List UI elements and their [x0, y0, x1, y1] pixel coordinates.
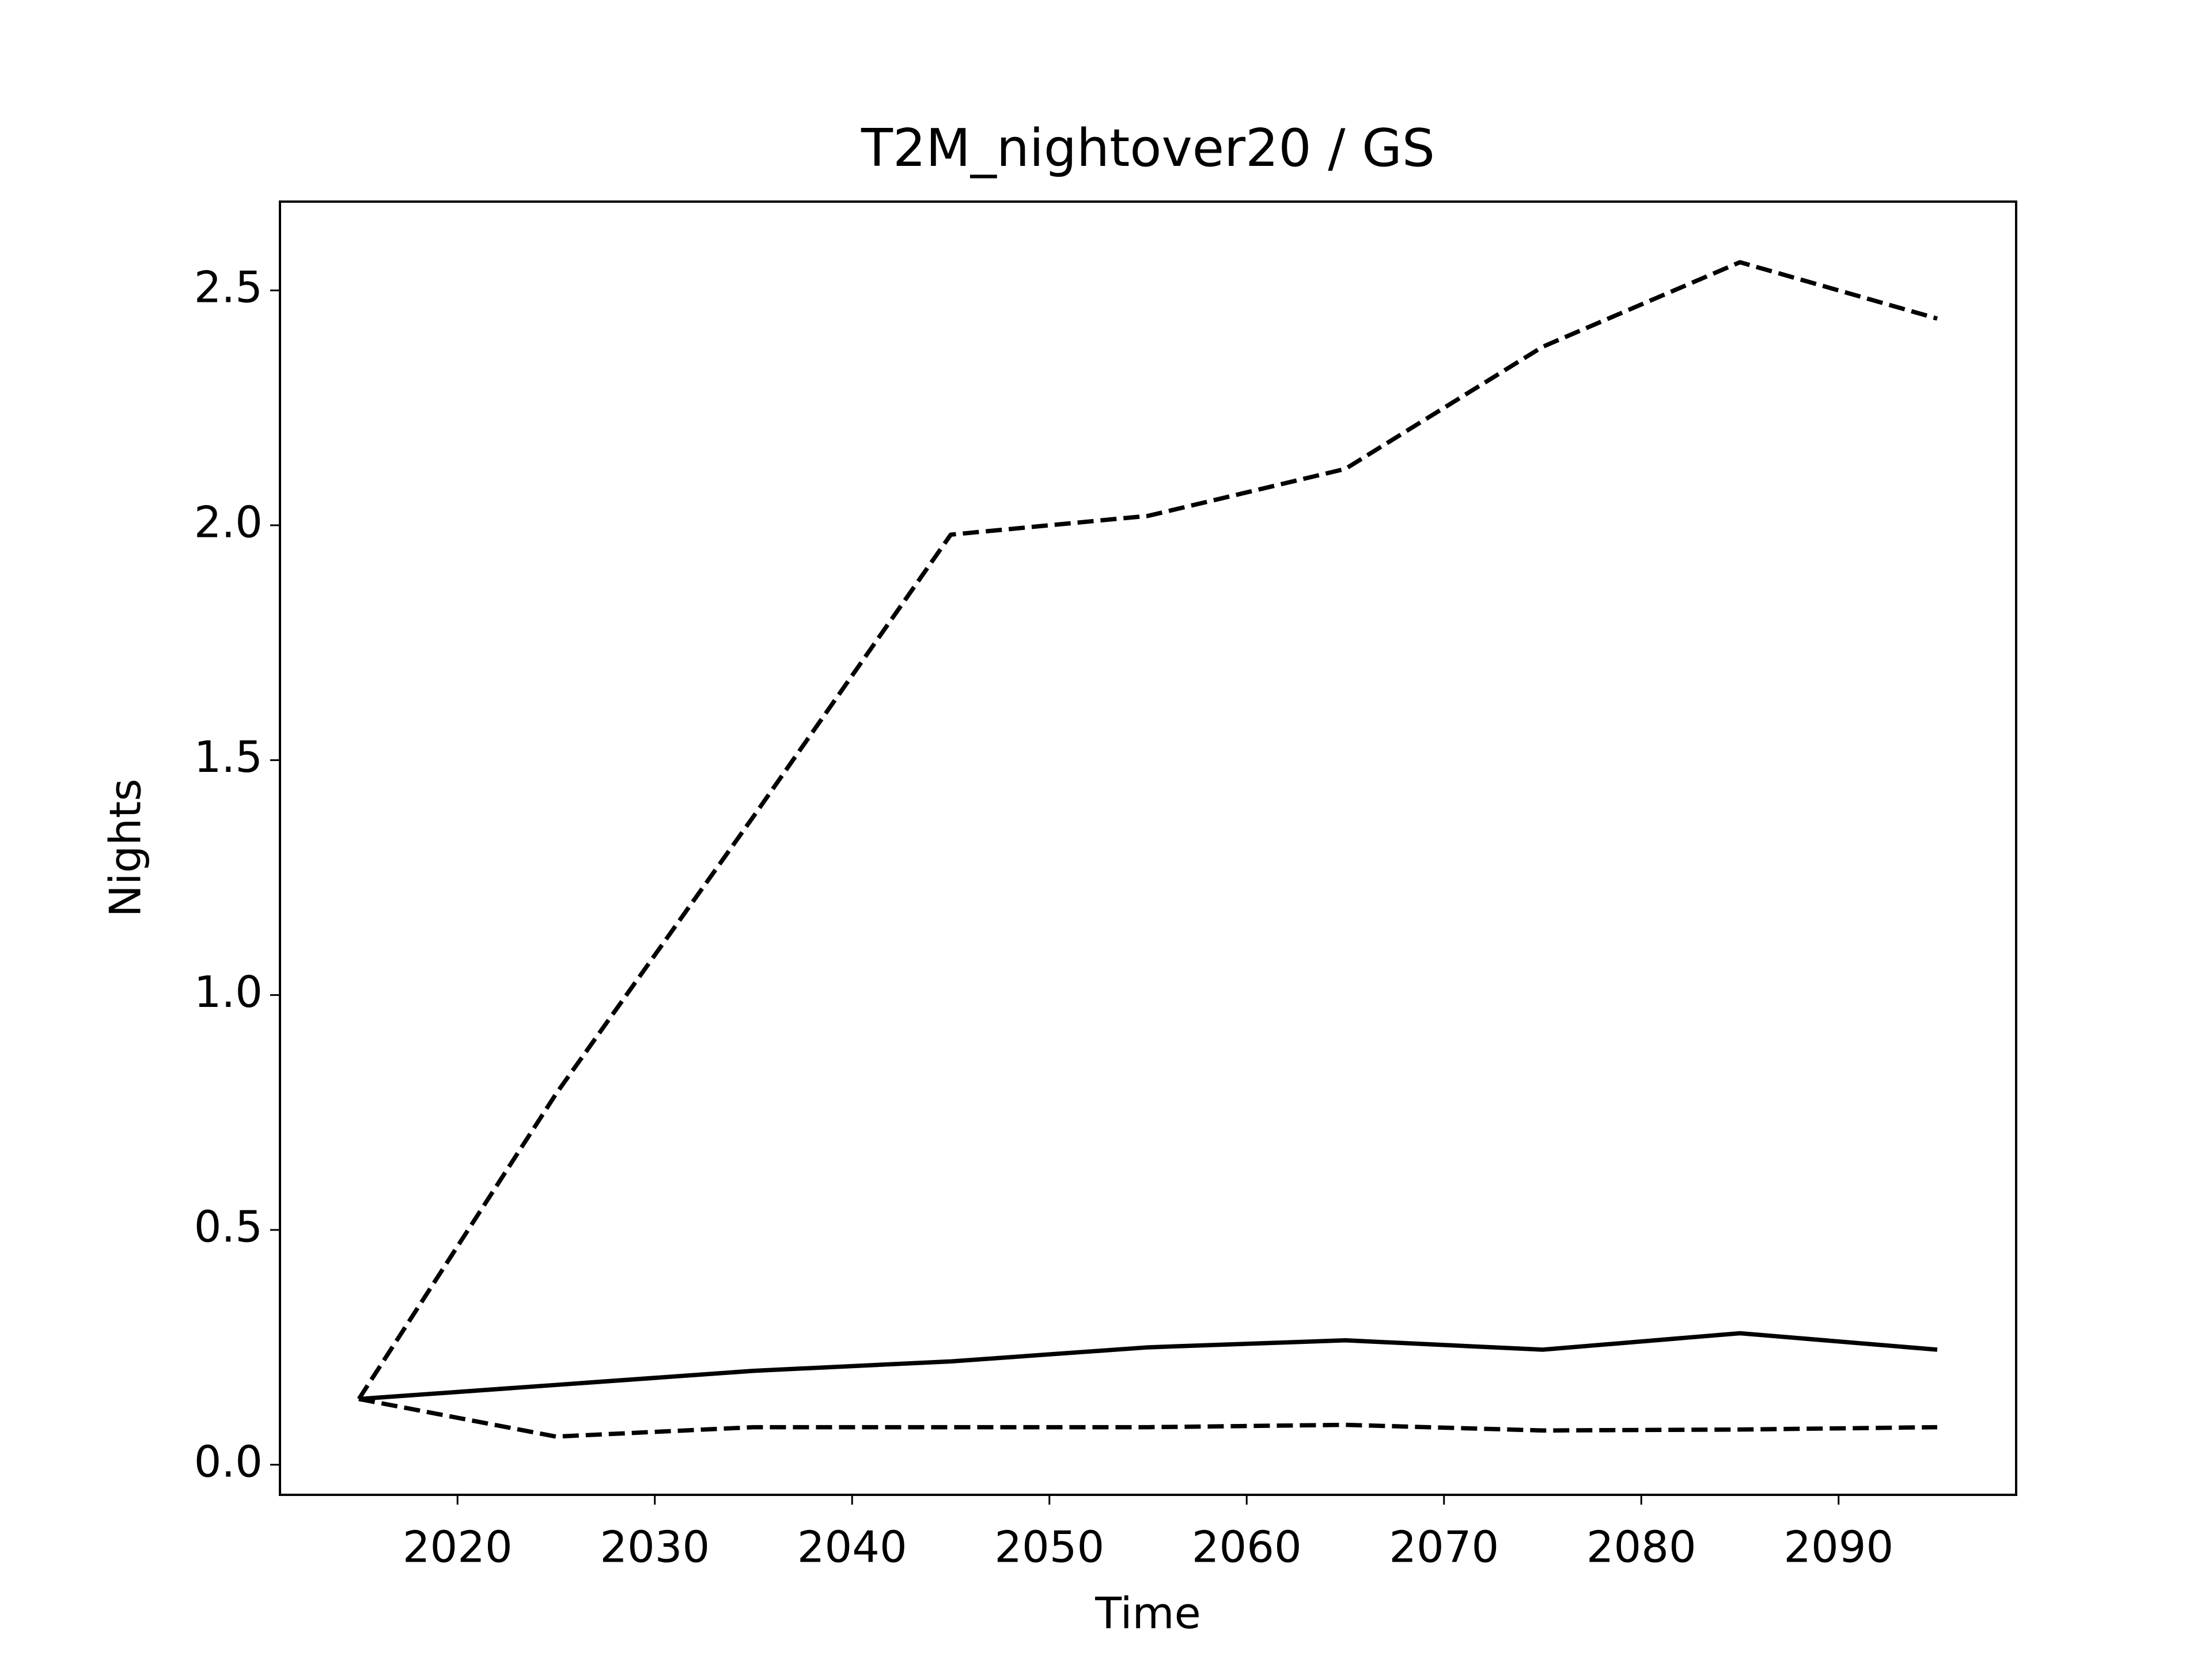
series-line [358, 1396, 1938, 1439]
x-axis-label: Time [1094, 1588, 1201, 1639]
x-tick-label: 2080 [1586, 1522, 1696, 1573]
plot-frame [279, 200, 2017, 1496]
x-tick-label: 2090 [1783, 1522, 1893, 1573]
x-tick-label: 2070 [1389, 1522, 1499, 1573]
series-line [357, 260, 1938, 1400]
x-tick-label: 2040 [797, 1522, 907, 1573]
y-tick-label: 0.5 [194, 1202, 263, 1252]
series-line [358, 1331, 1938, 1402]
y-tick-label: 1.5 [194, 732, 263, 782]
y-tick-label: 2.0 [194, 497, 263, 547]
x-tick-label: 2020 [403, 1522, 513, 1573]
chart-title: T2M_nightover20 / GS [861, 118, 1435, 179]
y-tick-label: 0.0 [194, 1436, 263, 1487]
x-tick-label: 2050 [994, 1522, 1104, 1573]
y-axis-label: Nights [100, 779, 151, 918]
y-tick-label: 1.0 [194, 967, 263, 1017]
x-tick-label: 2030 [600, 1522, 710, 1573]
x-tick-label: 2060 [1192, 1522, 1302, 1573]
y-tick-label: 2.5 [194, 262, 263, 313]
